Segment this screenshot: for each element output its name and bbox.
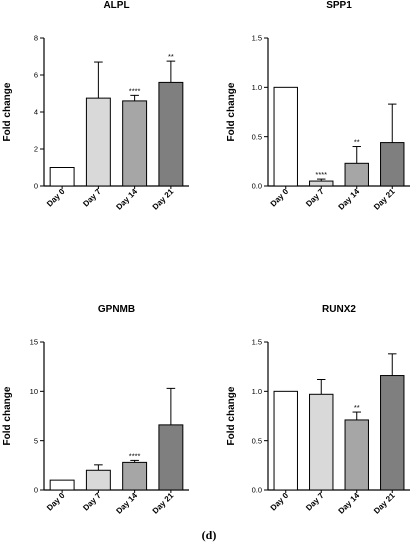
y-tick-label: 0.0: [252, 486, 262, 495]
bar: [309, 393, 334, 491]
x-tick-label: Day 14: [337, 187, 362, 212]
x-tick-label: Day 21: [151, 187, 176, 212]
x-tick-label: Day 21: [372, 491, 397, 516]
figure-caption: (d): [201, 528, 217, 542]
y-tick-label: 0.5: [252, 436, 262, 445]
bar: [380, 375, 405, 491]
bar: [273, 390, 298, 491]
y-tick-label: 0.5: [252, 132, 262, 141]
y-tick-label: 6: [34, 71, 38, 80]
y-tick-label: 2: [34, 145, 38, 154]
x-tick-label: Day 0: [269, 187, 291, 209]
x-tick-label: Day 7: [304, 491, 326, 513]
y-tick-label: 15: [30, 338, 38, 347]
bar: [122, 461, 148, 491]
y-tick-label: 0.0: [252, 182, 262, 191]
y-tick-label: 0: [34, 486, 38, 495]
panel-title: ALPL: [103, 0, 129, 11]
y-tick-label: 10: [30, 387, 38, 396]
panel-title: RUNX2: [322, 304, 356, 315]
significance-label: **: [354, 403, 360, 412]
y-axis-label: Fold change: [226, 82, 237, 141]
bar: [344, 162, 369, 187]
y-tick-label: 1.0: [252, 387, 262, 396]
x-tick-label: Day 14: [114, 491, 139, 516]
x-tick-label: Day 21: [151, 491, 176, 516]
bar: [85, 97, 111, 187]
bar: [309, 180, 334, 187]
y-tick-label: 8: [34, 34, 38, 43]
y-tick-label: 0: [34, 182, 38, 191]
y-axis-label: Fold change: [226, 386, 237, 445]
bar: [380, 142, 405, 187]
x-tick-label: Day 0: [45, 187, 67, 209]
bar: [49, 167, 75, 187]
significance-label: **: [168, 52, 174, 61]
bar: [85, 469, 111, 491]
y-tick-label: 1.5: [252, 34, 262, 43]
x-tick-label: Day 7: [304, 187, 326, 209]
bar: [122, 100, 148, 187]
x-tick-label: Day 7: [81, 491, 103, 513]
y-tick-label: 4: [34, 108, 38, 117]
x-tick-label: Day 0: [269, 491, 291, 513]
y-axis-label: Fold change: [2, 386, 13, 445]
bar: [49, 479, 75, 491]
bar: [158, 424, 184, 491]
y-tick-label: 5: [34, 436, 38, 445]
x-tick-label: Day 7: [81, 187, 103, 209]
x-tick-label: Day 14: [337, 491, 362, 516]
y-axis-label: Fold change: [2, 82, 13, 141]
panel-title: GPNMB: [98, 304, 135, 315]
significance-label: ****: [129, 86, 141, 95]
bar: [344, 419, 369, 491]
significance-label: ****: [315, 170, 327, 179]
x-tick-label: Day 21: [372, 187, 397, 212]
y-tick-label: 1.0: [252, 83, 262, 92]
bar: [158, 81, 184, 187]
y-tick-label: 1.5: [252, 338, 262, 347]
panel-title: SPP1: [326, 0, 352, 11]
bar: [273, 86, 298, 187]
significance-label: **: [354, 138, 360, 147]
x-tick-label: Day 0: [45, 491, 67, 513]
significance-label: ****: [129, 451, 141, 460]
x-tick-label: Day 14: [114, 187, 139, 212]
